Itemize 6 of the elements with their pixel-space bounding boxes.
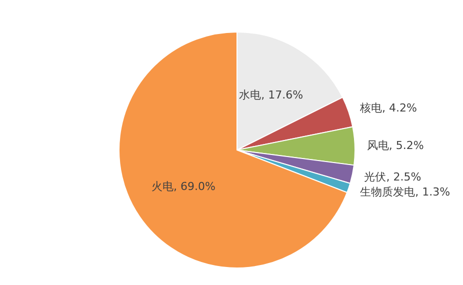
slice-label: 核电, 4.2%	[358, 101, 417, 114]
slice-label: 生物质发电, 1.3%	[360, 185, 450, 198]
slice-label: 风电, 5.2%	[366, 139, 424, 152]
slice-label: 水电, 17.6%	[239, 88, 304, 102]
slice-label: 光伏, 2.5%	[364, 170, 422, 184]
slice-label: 火电, 69.0%	[152, 180, 216, 194]
